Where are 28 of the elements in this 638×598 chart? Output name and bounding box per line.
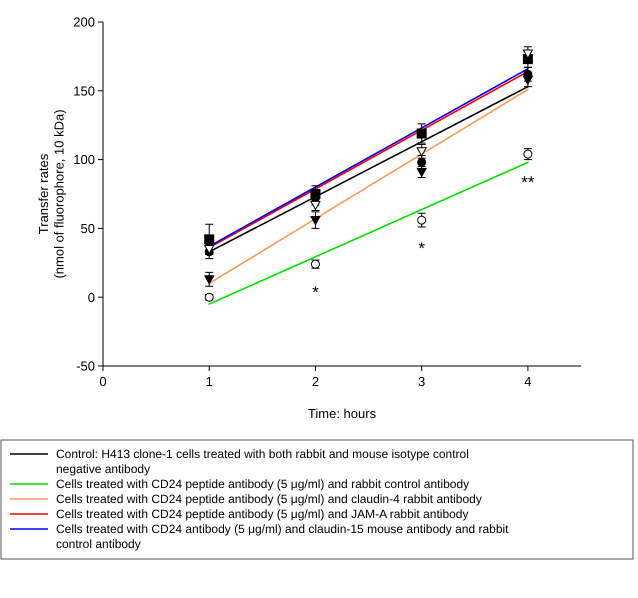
point: [417, 158, 426, 167]
x-tick-label: 1: [206, 374, 213, 389]
x-tick-label: 2: [312, 374, 320, 389]
y-tick-label: 200: [73, 14, 95, 30]
annotation: *: [418, 239, 426, 258]
x-tick-label: 4: [524, 374, 532, 389]
y-axis-title: Transfer rates (nmol of fluorophore, 10 kDa): [36, 109, 67, 279]
legend-label: Cells treated with CD24 peptide antibody (5 μg/ml) and claudin-4 rabbit antibody: [56, 492, 482, 506]
x-tick-label: 3: [418, 374, 426, 389]
y-tick-label: 150: [73, 83, 95, 98]
point: [310, 216, 320, 226]
y-tick-label: 50: [80, 220, 95, 236]
legend-label: Cells treated with CD24 antibody (5 μg/ml) and claudin-15 mouse antibody and rabbit control antibody: [56, 522, 510, 552]
legend-label: Cells treated with CD24 peptide antibody (5 μg/ml) and JAM-A rabbit antibody: [56, 507, 468, 522]
point: [204, 275, 214, 284]
x-axis-title: Time: hours: [308, 406, 377, 421]
y-tick-label: 100: [73, 152, 95, 168]
legend-label: Cells treated with CD24 peptide antibody (5 μg/ml) and rabbit control antibody: [56, 477, 470, 492]
y-tick-label: -50: [76, 358, 95, 374]
point: [522, 76, 533, 85]
y-tick-label: 0: [88, 290, 95, 305]
point: [416, 147, 427, 156]
annotation: **: [521, 172, 535, 192]
annotation: *: [312, 283, 320, 302]
x-tick-label: 0: [99, 374, 107, 389]
legend-label: Control: H413 clone-1 cells treated with both rabbit and mouse isotype control negative antibody: [56, 447, 469, 476]
point: [204, 234, 214, 244]
point: [416, 128, 427, 138]
